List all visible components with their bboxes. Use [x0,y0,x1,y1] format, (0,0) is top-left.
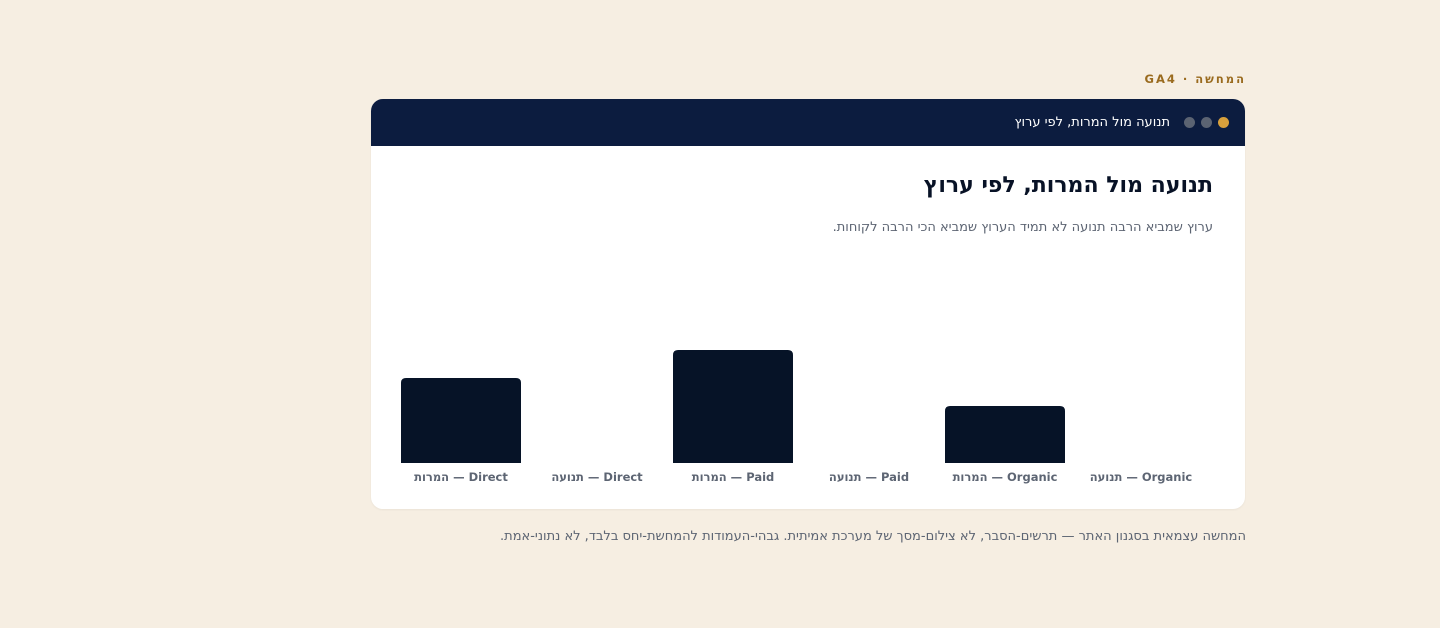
window-title: תנועה מול המרות, לפי ערוץ [1014,115,1170,130]
footer-note: המחשה עצמאית בסגנון האתר — תרשים-הסבר, ל… [500,529,1246,544]
bar-label-3: Paid — המרות [692,470,775,484]
bar-label-5: Direct — המרות [414,470,508,484]
bar-1 [945,406,1065,463]
chart-subtitle: ערוץ שמביא הרבה תנועה לא תמיד הערוץ שמבי… [832,220,1213,235]
chart-card: תנועה מול המרות, לפי ערוץ תנועה מול המרו… [371,99,1245,509]
chart-title: תנועה מול המרות, לפי ערוץ [923,173,1213,198]
window-dot-1 [1218,117,1229,128]
bar-label-0: Organic — תנועה [1090,470,1193,484]
bar-3 [673,350,793,463]
window-titlebar: תנועה מול המרות, לפי ערוץ [371,99,1245,146]
window-dot-2 [1201,117,1212,128]
bar-label-1: Organic — המרות [953,470,1058,484]
bar-label-4: Direct — תנועה [551,470,643,484]
bar-5 [401,378,521,463]
eyebrow-label: המחשה · GA4 [1144,72,1246,86]
bar-label-2: Paid — תנועה [829,470,909,484]
window-dot-3 [1184,117,1195,128]
bar-chart: Organic — תנועה Organic — המרות Paid — תנו… [401,350,1193,484]
